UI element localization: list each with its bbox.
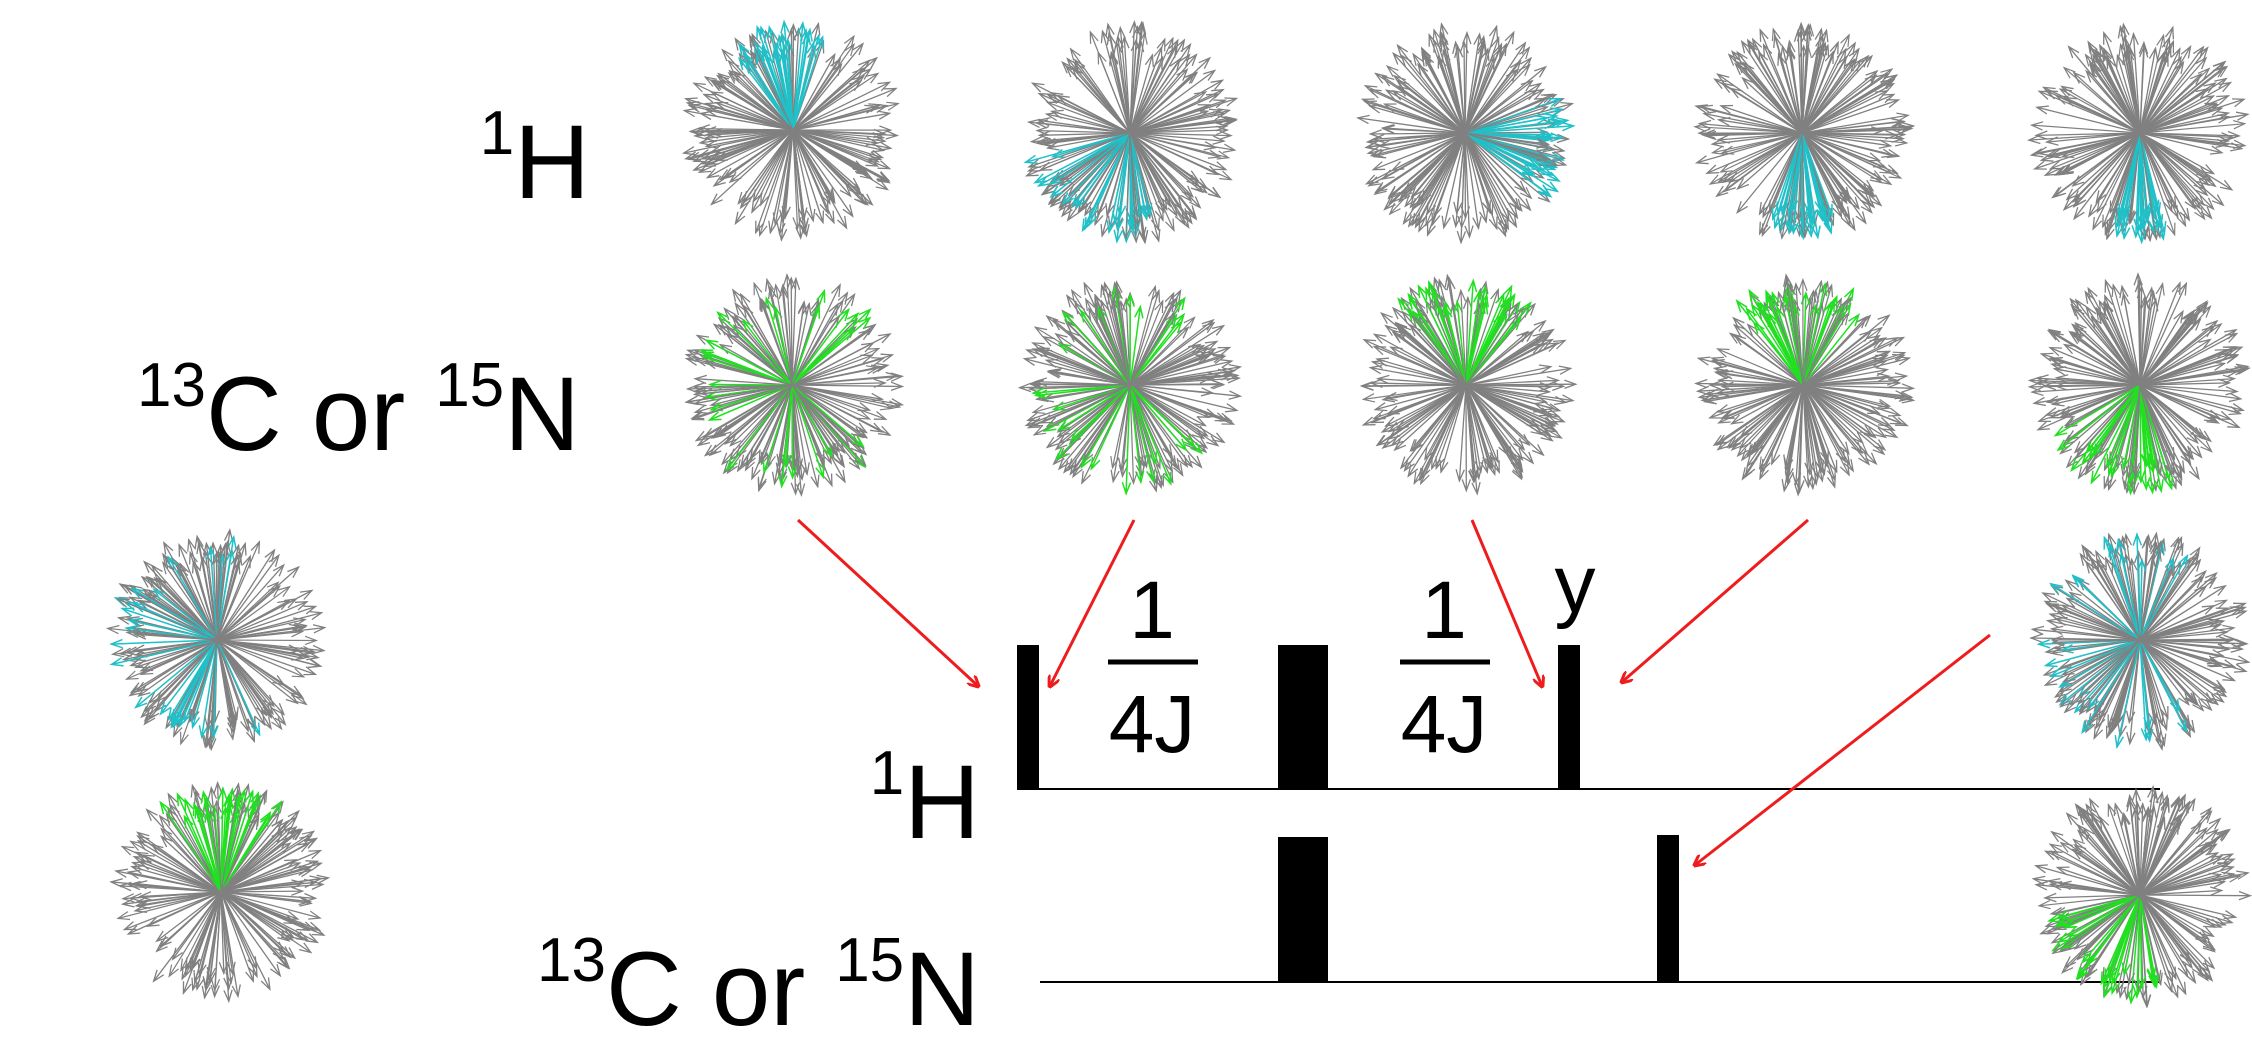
red-arrow-icon bbox=[796, 518, 978, 686]
carbon-symbol: C bbox=[206, 356, 282, 473]
proton-row-label: 1H bbox=[480, 99, 590, 221]
pulse-nitrogen-symbol: N bbox=[904, 931, 980, 1037]
proton-symbol: H bbox=[514, 104, 590, 221]
vector-fan-icon bbox=[1356, 22, 1576, 245]
red-arrow-icon bbox=[1695, 633, 1991, 865]
vector-fan-icon bbox=[1023, 19, 1239, 245]
pulse-nitrogen-mass-number: 15 bbox=[835, 926, 904, 995]
pulse-proton-symbol: H bbox=[904, 744, 980, 861]
proton-90x-pulse bbox=[1017, 645, 1039, 790]
hetero-row-label: 13C or 15N bbox=[137, 351, 580, 473]
vector-fan-icon bbox=[1693, 21, 1916, 241]
hetero-180-pulse bbox=[1278, 837, 1328, 982]
spin-ensembles bbox=[105, 19, 2252, 1009]
nitrogen-mass-number: 15 bbox=[435, 351, 504, 420]
carbon-mass-number: 13 bbox=[137, 351, 206, 420]
pulse-proton-label: 1H bbox=[870, 739, 980, 861]
proton-90y-pulse bbox=[1558, 645, 1580, 790]
vector-fan-icon bbox=[684, 273, 905, 497]
pulse-or-word: or bbox=[712, 931, 805, 1037]
delay-1-denominator: 4J bbox=[1109, 679, 1196, 770]
vector-fan-icon bbox=[2031, 784, 2252, 1009]
or-word: or bbox=[312, 356, 405, 473]
vector-fan-icon bbox=[2027, 272, 2251, 496]
red-arrow-icon bbox=[1050, 519, 1136, 686]
pulse-carbon-symbol: C bbox=[606, 931, 682, 1037]
vector-fan-icon bbox=[1359, 273, 1578, 496]
proton-mass-number: 1 bbox=[480, 99, 514, 168]
delay-2-numerator: 1 bbox=[1421, 565, 1467, 656]
pulse-proton-mass-number: 1 bbox=[870, 739, 904, 808]
vector-fan-icon bbox=[681, 19, 900, 242]
vector-fan-icon bbox=[105, 528, 327, 752]
red-arrow-icon bbox=[1622, 518, 1809, 682]
vector-fan-icon bbox=[2029, 531, 2251, 751]
pulse-carbon-mass-number: 13 bbox=[537, 926, 606, 995]
phase-y-label: y bbox=[1555, 539, 1596, 630]
vector-fan-icon bbox=[1693, 273, 1916, 497]
nitrogen-symbol: N bbox=[504, 356, 580, 473]
delay-2-denominator: 4J bbox=[1401, 679, 1488, 770]
delay-1-numerator: 1 bbox=[1129, 565, 1175, 656]
pulse-hetero-label: 13C or 15N bbox=[537, 926, 980, 1037]
vector-fan-icon bbox=[2027, 22, 2250, 245]
hetero-90-pulse bbox=[1657, 835, 1679, 982]
proton-180-pulse bbox=[1278, 645, 1328, 790]
vector-fan-icon bbox=[109, 780, 331, 1004]
vector-fan-icon bbox=[1017, 280, 1243, 496]
red-arrow-icon bbox=[1470, 519, 1542, 686]
